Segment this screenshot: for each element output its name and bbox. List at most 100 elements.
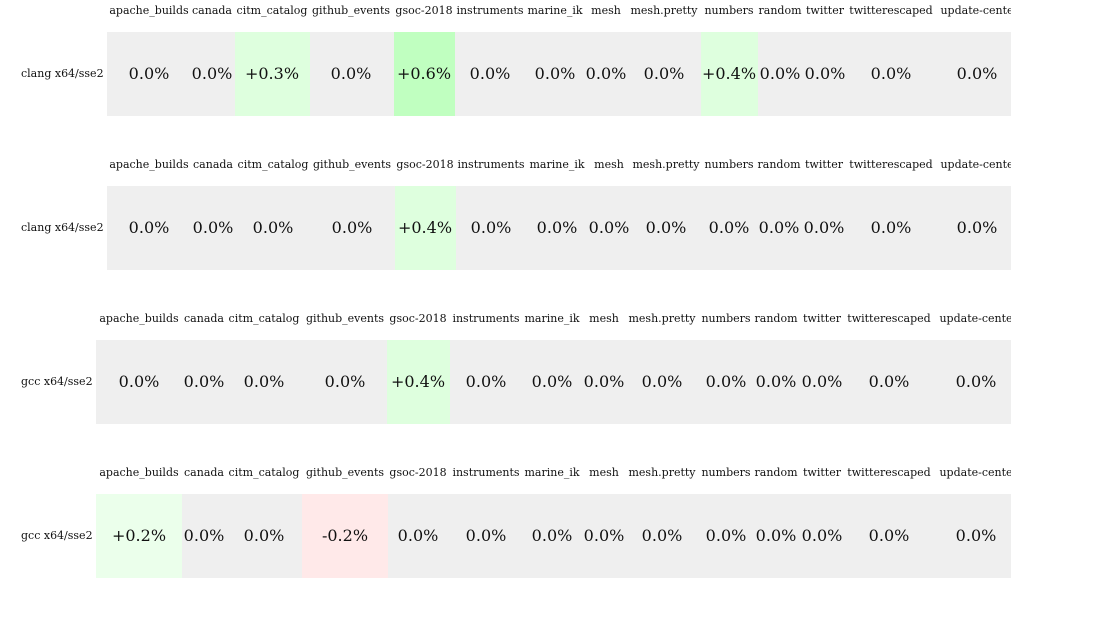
- value-cell: 0.0%: [243, 526, 285, 545]
- highlight-cell: [394, 186, 456, 270]
- column-header: marine_ik: [524, 466, 580, 479]
- value-cell: 0.0%: [956, 64, 998, 83]
- value-row: 0.0% 0.0% +0.3% 0.0% +0.6% 0.0% 0.0% 0.0% 0.0% +0…: [107, 32, 1011, 116]
- column-header-row: apache_builds canada citm_catalog github_ev…: [0, 0, 1011, 30]
- value-cell: 0.0%: [465, 372, 507, 391]
- column-header: instruments: [456, 4, 524, 17]
- column-header: mesh.pretty: [628, 466, 696, 479]
- column-header: twitterescaped: [849, 158, 933, 171]
- value-cell: +0.2%: [111, 526, 167, 545]
- row-label: gcc x64/sse2: [21, 375, 93, 388]
- column-header: marine_ik: [524, 312, 580, 325]
- column-header: update-cente: [940, 158, 1011, 171]
- column-header: apache_builds: [99, 466, 179, 479]
- row-label: clang x64/sse2: [21, 221, 104, 234]
- column-header: instruments: [452, 466, 520, 479]
- column-header: canada: [184, 312, 224, 325]
- value-cell: 0.0%: [870, 218, 912, 237]
- value-cell: 0.0%: [868, 526, 910, 545]
- column-header: twitterescaped: [847, 312, 931, 325]
- column-header: numbers: [704, 158, 754, 171]
- column-header: twitter: [803, 312, 841, 325]
- column-header: update-cente: [939, 312, 1011, 325]
- column-header: apache_builds: [109, 4, 189, 17]
- value-cell: 0.0%: [465, 526, 507, 545]
- highlight-cell: [96, 494, 182, 578]
- column-header: citm_catalog: [237, 158, 309, 171]
- column-header: gsoc-2018: [395, 4, 453, 17]
- value-cell: 0.0%: [469, 64, 511, 83]
- value-row: +0.2% 0.0% 0.0% -0.2% 0.0% 0.0% 0.0% 0.0% 0.0% 0.…: [96, 494, 1011, 578]
- value-row: 0.0% 0.0% 0.0% 0.0% +0.4% 0.0% 0.0% 0.0% 0.0% 0.0…: [96, 340, 1011, 424]
- value-cell: 0.0%: [641, 372, 683, 391]
- value-cell: 0.0%: [531, 372, 573, 391]
- highlight-cell: [386, 340, 450, 424]
- value-cell: 0.0%: [183, 526, 225, 545]
- value-cell: -0.2%: [321, 526, 369, 545]
- column-header: twitterescaped: [849, 4, 933, 17]
- value-cell: 0.0%: [330, 64, 372, 83]
- column-header: instruments: [457, 158, 525, 171]
- column-header: github_events: [305, 466, 385, 479]
- value-cell: +0.4%: [701, 64, 757, 83]
- value-cell: 0.0%: [705, 372, 747, 391]
- column-header: github_events: [312, 158, 392, 171]
- column-header: marine_ik: [529, 158, 585, 171]
- row-label: clang x64/sse2: [21, 67, 104, 80]
- highlight-cell: [700, 32, 758, 116]
- column-header: mesh: [589, 466, 619, 479]
- column-header: canada: [193, 158, 233, 171]
- column-header: canada: [192, 4, 232, 17]
- value-cell: 0.0%: [128, 64, 170, 83]
- column-header: twitter: [806, 4, 844, 17]
- value-cell: 0.0%: [955, 526, 997, 545]
- row-label: gcc x64/sse2: [21, 529, 93, 542]
- column-header: mesh: [589, 312, 619, 325]
- value-cell: 0.0%: [956, 218, 998, 237]
- value-cell: +0.6%: [396, 64, 452, 83]
- value-cell: 0.0%: [643, 64, 685, 83]
- value-cell: 0.0%: [955, 372, 997, 391]
- column-header: twitter: [805, 158, 843, 171]
- column-header: instruments: [452, 312, 520, 325]
- table-block: apache_builds canada citm_catalog github_ev…: [0, 154, 1100, 308]
- value-cell: 0.0%: [705, 526, 747, 545]
- column-header: citm_catalog: [228, 466, 300, 479]
- column-header: random: [754, 466, 798, 479]
- column-header: update-cente: [939, 466, 1011, 479]
- highlight-cell: [234, 32, 310, 116]
- value-cell: 0.0%: [870, 64, 912, 83]
- column-header: random: [758, 4, 802, 17]
- table-block: apache_builds canada citm_catalog github_ev…: [0, 0, 1100, 154]
- column-header-row: apache_builds canada citm_catalog github_ev…: [0, 154, 1011, 184]
- value-cell: 0.0%: [758, 218, 800, 237]
- value-cell: 0.0%: [801, 372, 843, 391]
- value-cell: 0.0%: [536, 218, 578, 237]
- column-header: update-cente: [940, 4, 1011, 17]
- value-cell: 0.0%: [755, 372, 797, 391]
- column-header: canada: [184, 466, 224, 479]
- column-header: apache_builds: [109, 158, 189, 171]
- value-cell: 0.0%: [583, 372, 625, 391]
- column-header: github_events: [305, 312, 385, 325]
- value-cell: 0.0%: [243, 372, 285, 391]
- column-header: numbers: [704, 4, 754, 17]
- value-cell: 0.0%: [588, 218, 630, 237]
- value-cell: 0.0%: [755, 526, 797, 545]
- column-header: numbers: [701, 312, 751, 325]
- value-cell: +0.4%: [390, 372, 446, 391]
- value-cell: +0.3%: [244, 64, 300, 83]
- table-block: apache_builds canada citm_catalog github_ev…: [0, 308, 1100, 462]
- column-header: twitter: [803, 466, 841, 479]
- value-cell: 0.0%: [534, 64, 576, 83]
- column-header: mesh.pretty: [628, 312, 696, 325]
- value-cell: 0.0%: [252, 218, 294, 237]
- column-header: twitterescaped: [847, 466, 931, 479]
- column-header: citm_catalog: [228, 312, 300, 325]
- column-header: numbers: [701, 466, 751, 479]
- value-cell: 0.0%: [531, 526, 573, 545]
- value-cell: 0.0%: [585, 64, 627, 83]
- highlight-cell: [393, 32, 455, 116]
- value-cell: 0.0%: [645, 218, 687, 237]
- value-cell: 0.0%: [324, 372, 366, 391]
